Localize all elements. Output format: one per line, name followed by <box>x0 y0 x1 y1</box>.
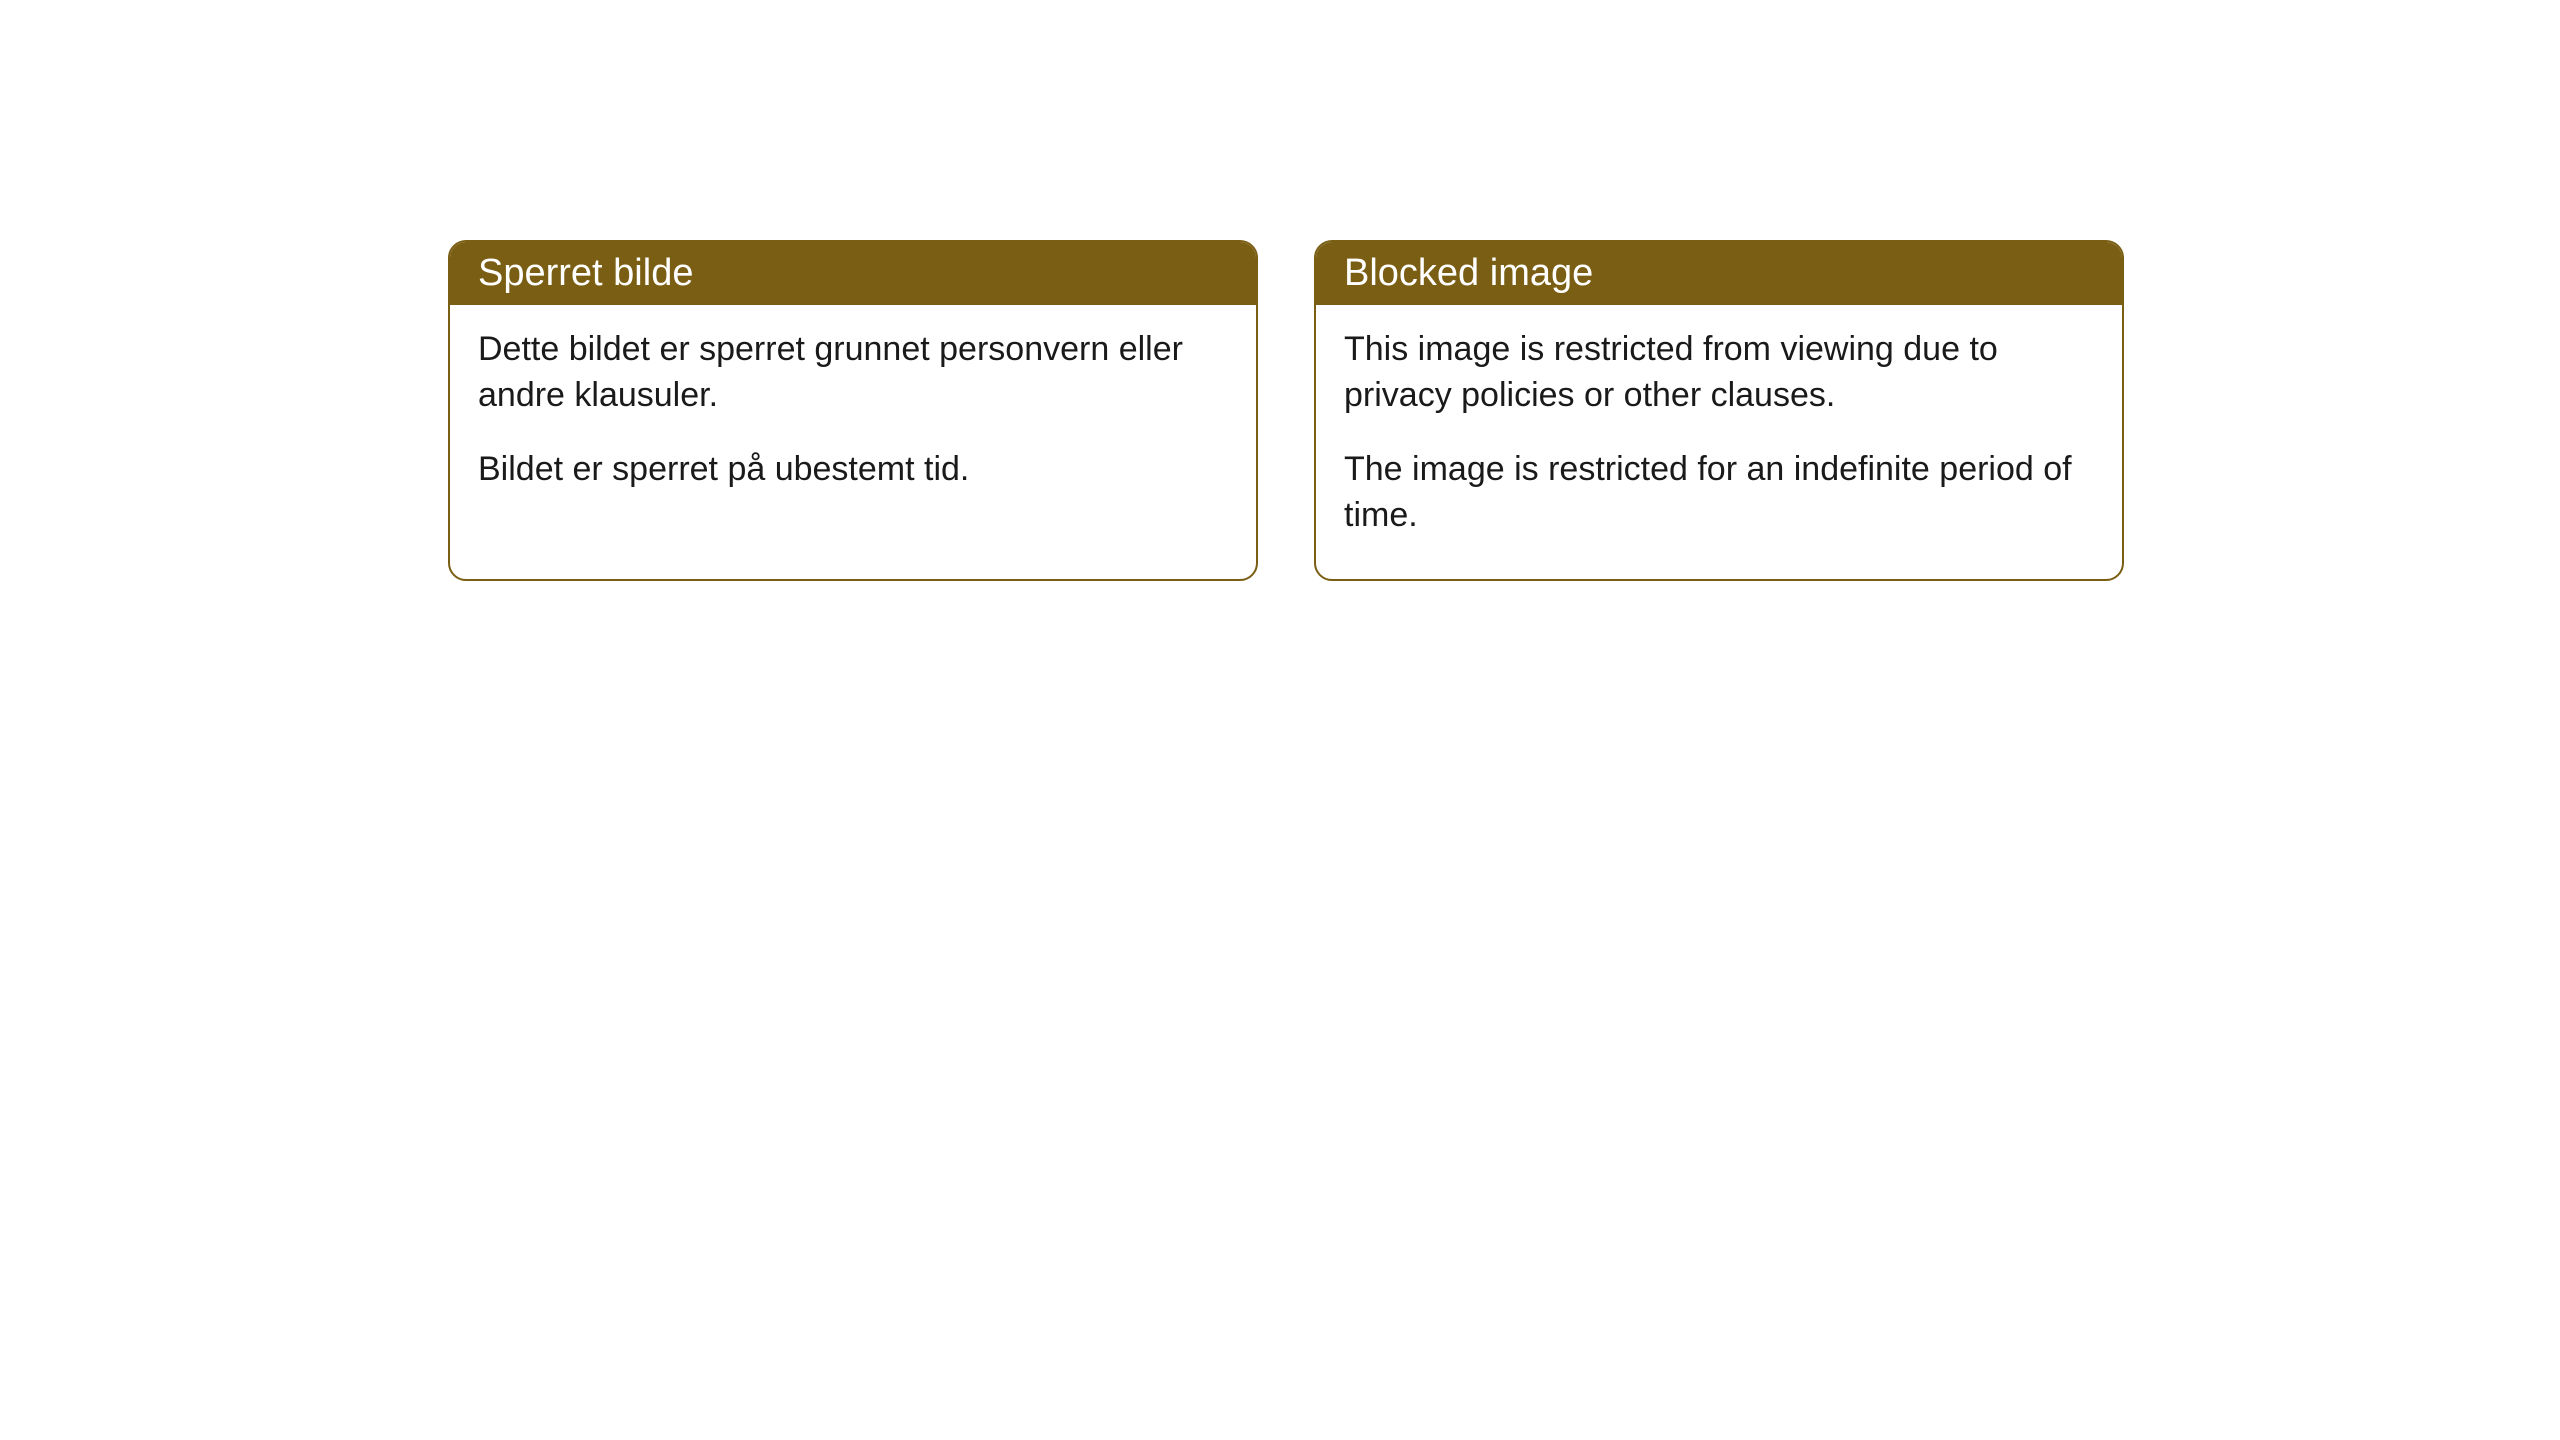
notice-card-title: Sperret bilde <box>478 252 693 294</box>
notice-card-english: Blocked image This image is restricted f… <box>1314 240 2124 581</box>
notice-card-header: Sperret bilde <box>450 242 1256 305</box>
notice-card-paragraph: Bildet er sperret på ubestemt tid. <box>478 447 1228 493</box>
notice-card-body: Dette bildet er sperret grunnet personve… <box>450 305 1256 533</box>
notice-card-title: Blocked image <box>1344 252 1593 294</box>
notice-card-paragraph: The image is restricted for an indefinit… <box>1344 447 2094 539</box>
notice-cards-container: Sperret bilde Dette bildet er sperret gr… <box>448 240 2124 581</box>
notice-card-paragraph: Dette bildet er sperret grunnet personve… <box>478 327 1228 419</box>
notice-card-norwegian: Sperret bilde Dette bildet er sperret gr… <box>448 240 1258 581</box>
notice-card-body: This image is restricted from viewing du… <box>1316 305 2122 579</box>
notice-card-header: Blocked image <box>1316 242 2122 305</box>
notice-card-paragraph: This image is restricted from viewing du… <box>1344 327 2094 419</box>
